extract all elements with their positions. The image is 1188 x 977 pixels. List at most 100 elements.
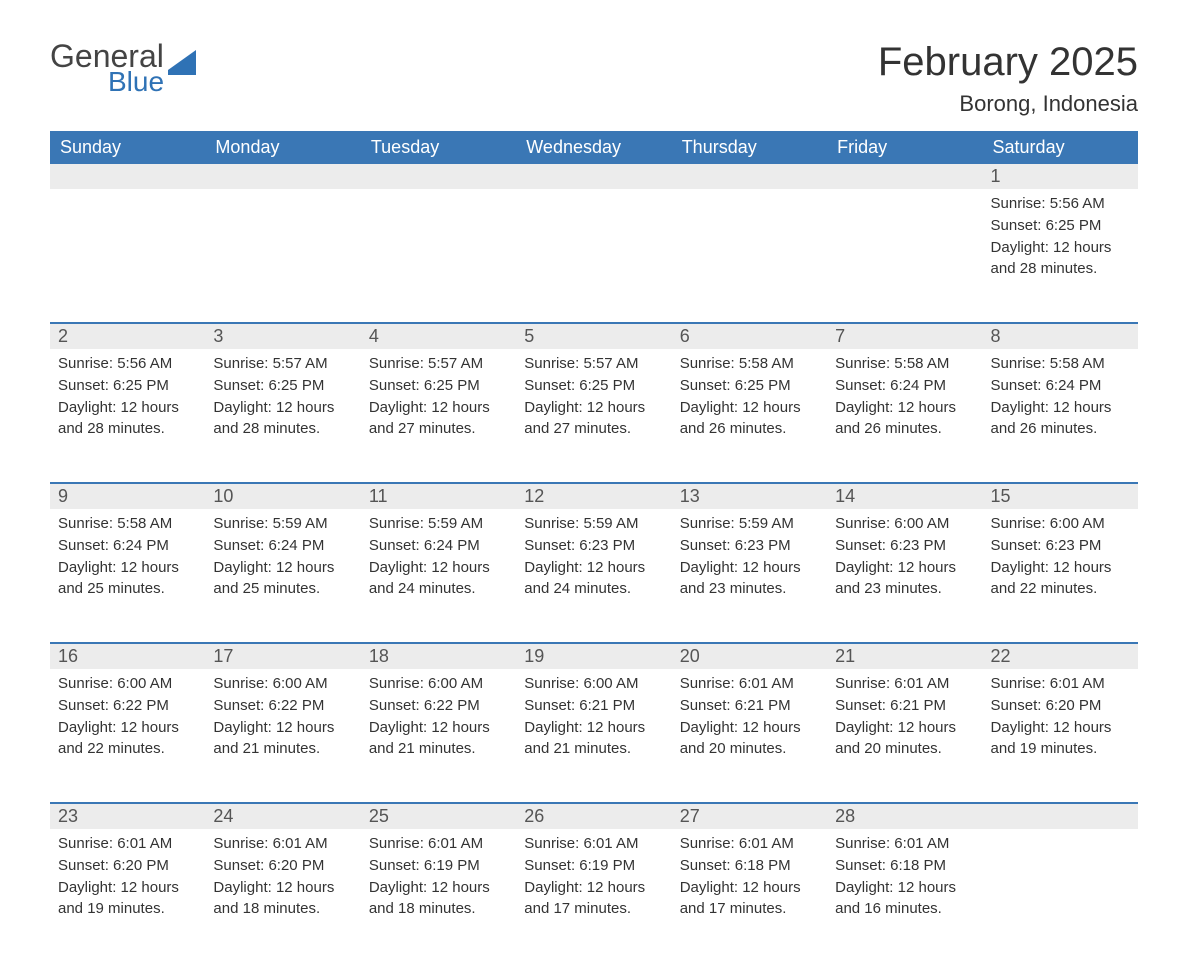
week-separator <box>50 297 1138 323</box>
day-detail-row: Sunrise: 6:01 AMSunset: 6:20 PMDaylight:… <box>50 829 1138 937</box>
dow-thursday: Thursday <box>672 131 827 164</box>
day-number-cell: 12 <box>516 483 671 509</box>
day-detail-row: Sunrise: 5:56 AMSunset: 6:25 PMDaylight:… <box>50 349 1138 457</box>
day-detail-cell <box>516 189 671 297</box>
day-number-cell: 14 <box>827 483 982 509</box>
week-separator <box>50 617 1138 643</box>
day-number-cell: 28 <box>827 803 982 829</box>
day-detail-row: Sunrise: 5:56 AMSunset: 6:25 PMDaylight:… <box>50 189 1138 297</box>
day-detail-cell: Sunrise: 5:58 AMSunset: 6:24 PMDaylight:… <box>50 509 205 617</box>
day-number-cell <box>827 164 982 189</box>
brand-line2: Blue <box>108 68 164 96</box>
day-detail-cell: Sunrise: 6:00 AMSunset: 6:22 PMDaylight:… <box>361 669 516 777</box>
day-number-cell: 5 <box>516 323 671 349</box>
page-header: General Blue February 2025 Borong, Indon… <box>50 40 1138 117</box>
day-number-cell: 8 <box>983 323 1138 349</box>
day-detail-cell: Sunrise: 5:57 AMSunset: 6:25 PMDaylight:… <box>516 349 671 457</box>
day-detail-cell: Sunrise: 6:01 AMSunset: 6:19 PMDaylight:… <box>516 829 671 937</box>
day-detail-cell: Sunrise: 6:01 AMSunset: 6:20 PMDaylight:… <box>983 669 1138 777</box>
brand-logo: General Blue <box>50 40 202 96</box>
daynum-row: 1 <box>50 164 1138 189</box>
day-detail-cell: Sunrise: 5:57 AMSunset: 6:25 PMDaylight:… <box>361 349 516 457</box>
week-separator <box>50 777 1138 803</box>
day-number-cell: 4 <box>361 323 516 349</box>
daynum-row: 232425262728 <box>50 803 1138 829</box>
day-detail-cell: Sunrise: 5:58 AMSunset: 6:24 PMDaylight:… <box>983 349 1138 457</box>
day-number-cell: 16 <box>50 643 205 669</box>
flag-icon <box>168 50 202 78</box>
day-detail-row: Sunrise: 5:58 AMSunset: 6:24 PMDaylight:… <box>50 509 1138 617</box>
dow-friday: Friday <box>827 131 982 164</box>
day-detail-cell: Sunrise: 5:59 AMSunset: 6:23 PMDaylight:… <box>516 509 671 617</box>
day-detail-cell: Sunrise: 5:57 AMSunset: 6:25 PMDaylight:… <box>205 349 360 457</box>
day-number-cell <box>672 164 827 189</box>
dow-tuesday: Tuesday <box>361 131 516 164</box>
day-number-cell: 6 <box>672 323 827 349</box>
day-number-cell: 20 <box>672 643 827 669</box>
day-detail-cell: Sunrise: 6:01 AMSunset: 6:21 PMDaylight:… <box>672 669 827 777</box>
day-detail-cell: Sunrise: 6:00 AMSunset: 6:23 PMDaylight:… <box>983 509 1138 617</box>
day-detail-cell: Sunrise: 5:59 AMSunset: 6:24 PMDaylight:… <box>205 509 360 617</box>
day-detail-cell: Sunrise: 6:01 AMSunset: 6:18 PMDaylight:… <box>827 829 982 937</box>
day-detail-cell: Sunrise: 5:56 AMSunset: 6:25 PMDaylight:… <box>983 189 1138 297</box>
day-detail-cell <box>672 189 827 297</box>
daynum-row: 9101112131415 <box>50 483 1138 509</box>
day-detail-cell: Sunrise: 6:00 AMSunset: 6:22 PMDaylight:… <box>50 669 205 777</box>
day-number-cell <box>983 803 1138 829</box>
week-separator <box>50 457 1138 483</box>
day-detail-cell <box>361 189 516 297</box>
day-detail-row: Sunrise: 6:00 AMSunset: 6:22 PMDaylight:… <box>50 669 1138 777</box>
daynum-row: 16171819202122 <box>50 643 1138 669</box>
day-detail-cell: Sunrise: 6:01 AMSunset: 6:20 PMDaylight:… <box>50 829 205 937</box>
day-number-cell: 9 <box>50 483 205 509</box>
location-subtitle: Borong, Indonesia <box>878 91 1138 117</box>
day-number-cell: 17 <box>205 643 360 669</box>
day-number-cell: 7 <box>827 323 982 349</box>
dow-saturday: Saturday <box>983 131 1138 164</box>
day-detail-cell <box>827 189 982 297</box>
day-number-cell: 19 <box>516 643 671 669</box>
day-number-cell: 13 <box>672 483 827 509</box>
day-number-cell: 25 <box>361 803 516 829</box>
day-number-cell: 18 <box>361 643 516 669</box>
month-title: February 2025 <box>878 40 1138 85</box>
day-detail-cell: Sunrise: 5:59 AMSunset: 6:24 PMDaylight:… <box>361 509 516 617</box>
day-detail-cell: Sunrise: 6:00 AMSunset: 6:21 PMDaylight:… <box>516 669 671 777</box>
calendar-table: Sunday Monday Tuesday Wednesday Thursday… <box>50 131 1138 937</box>
day-detail-cell: Sunrise: 6:01 AMSunset: 6:21 PMDaylight:… <box>827 669 982 777</box>
day-number-cell <box>50 164 205 189</box>
day-of-week-row: Sunday Monday Tuesday Wednesday Thursday… <box>50 131 1138 164</box>
day-detail-cell: Sunrise: 6:01 AMSunset: 6:19 PMDaylight:… <box>361 829 516 937</box>
day-detail-cell: Sunrise: 6:01 AMSunset: 6:20 PMDaylight:… <box>205 829 360 937</box>
day-detail-cell: Sunrise: 5:56 AMSunset: 6:25 PMDaylight:… <box>50 349 205 457</box>
day-number-cell: 2 <box>50 323 205 349</box>
day-detail-cell <box>983 829 1138 937</box>
dow-sunday: Sunday <box>50 131 205 164</box>
dow-wednesday: Wednesday <box>516 131 671 164</box>
day-detail-cell: Sunrise: 5:59 AMSunset: 6:23 PMDaylight:… <box>672 509 827 617</box>
day-number-cell: 27 <box>672 803 827 829</box>
dow-monday: Monday <box>205 131 360 164</box>
day-number-cell: 10 <box>205 483 360 509</box>
daynum-row: 2345678 <box>50 323 1138 349</box>
day-number-cell <box>205 164 360 189</box>
day-detail-cell <box>50 189 205 297</box>
day-number-cell: 1 <box>983 164 1138 189</box>
day-number-cell: 26 <box>516 803 671 829</box>
day-detail-cell: Sunrise: 5:58 AMSunset: 6:24 PMDaylight:… <box>827 349 982 457</box>
day-number-cell: 21 <box>827 643 982 669</box>
day-number-cell: 22 <box>983 643 1138 669</box>
day-number-cell <box>516 164 671 189</box>
title-block: February 2025 Borong, Indonesia <box>878 40 1138 117</box>
day-number-cell: 11 <box>361 483 516 509</box>
day-number-cell: 15 <box>983 483 1138 509</box>
day-detail-cell: Sunrise: 6:00 AMSunset: 6:22 PMDaylight:… <box>205 669 360 777</box>
day-number-cell: 3 <box>205 323 360 349</box>
day-number-cell: 24 <box>205 803 360 829</box>
day-detail-cell: Sunrise: 6:01 AMSunset: 6:18 PMDaylight:… <box>672 829 827 937</box>
day-number-cell: 23 <box>50 803 205 829</box>
day-detail-cell <box>205 189 360 297</box>
day-number-cell <box>361 164 516 189</box>
day-detail-cell: Sunrise: 5:58 AMSunset: 6:25 PMDaylight:… <box>672 349 827 457</box>
day-detail-cell: Sunrise: 6:00 AMSunset: 6:23 PMDaylight:… <box>827 509 982 617</box>
